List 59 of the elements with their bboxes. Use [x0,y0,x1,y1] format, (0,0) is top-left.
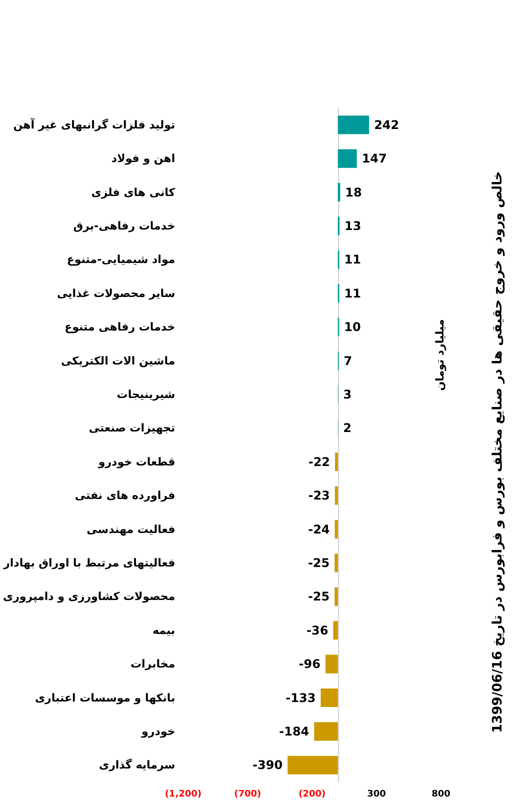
data-label: 7 [344,354,352,368]
y-tick-label: کانی های فلزی [91,186,176,199]
x-tick-label: 300 [367,790,386,800]
y-tick-label: مواد شیمیایی-متنوع [66,253,176,266]
data-label: 11 [344,286,361,300]
y-tick-label: بیمه [152,624,176,637]
data-label: 10 [344,320,361,334]
data-label: 18 [345,185,362,200]
y-tick-label: اهن و فولاد [111,152,176,166]
data-label: -25 [308,556,330,570]
y-tick-label: تجهیزات صنعتی [88,422,176,435]
data-label: 2 [343,421,352,436]
data-label: 11 [344,252,361,267]
y-tick-label: خدمات رفاهی-برق [73,219,176,232]
data-label: -25 [308,590,330,604]
data-label: -96 [298,657,320,672]
data-label: -22 [308,454,330,469]
bar [334,587,338,606]
data-label: 3 [343,387,352,402]
y-tick-label: خودرو [140,724,176,738]
data-label: -24 [308,522,330,536]
data-label: -133 [286,690,316,705]
x-tick-label: (1,200) [164,790,202,800]
data-label: -23 [308,488,330,503]
x-tick-label: 800 [432,790,450,800]
y-tick-label: خدمات رفاهی متنوع [64,320,176,334]
bar [314,722,338,741]
bar [335,452,338,472]
bar [288,756,338,774]
data-label: 147 [362,152,387,166]
y-tick-label: فعالیت مهندسی [86,522,176,536]
y-tick-label: مخابرات [130,658,176,671]
bar [338,149,357,168]
y-axis-title: میلیارد تومان [434,319,446,391]
bar [338,116,370,134]
bar [334,486,338,505]
data-label: -390 [252,758,283,772]
y-tick-label: فراورده های نفتی [74,489,176,502]
bar [320,688,338,708]
y-tick-label: محصولات کشاورزی و دامپروری [2,590,176,604]
bar [325,654,338,674]
bar [334,554,338,572]
bar [334,520,338,539]
y-tick-label: شیرینیجات [116,388,176,401]
y-tick-label: ماشین الات الکتریکی [61,354,176,368]
data-label: 13 [344,218,362,233]
y-tick-label: بانکها و موسسات اعتباری [34,691,176,704]
y-tick-label: سرمایه گذاری [98,758,176,772]
y-tick-label: سایر محصولات غذایی [56,286,176,300]
x-tick-label: (200) [298,790,326,800]
bar [333,621,338,640]
x-tick-label: (700) [234,790,262,800]
y-tick-label: قطعات خودرو [97,455,176,468]
y-tick-label: فعالیتهای مرتبط با اوراق بهادار [2,556,176,570]
data-label: -36 [306,623,328,638]
data-label: -184 [279,724,310,738]
y-tick-label: تولید فلزات گرانبهای غیر آهن [13,117,176,132]
text: خالص ورود و خروج حقیقی ها در صنایع مختلف بورس و فرابورس در تاریخ 1399/06/16 [490,171,506,733]
data-label: 242 [374,118,400,132]
